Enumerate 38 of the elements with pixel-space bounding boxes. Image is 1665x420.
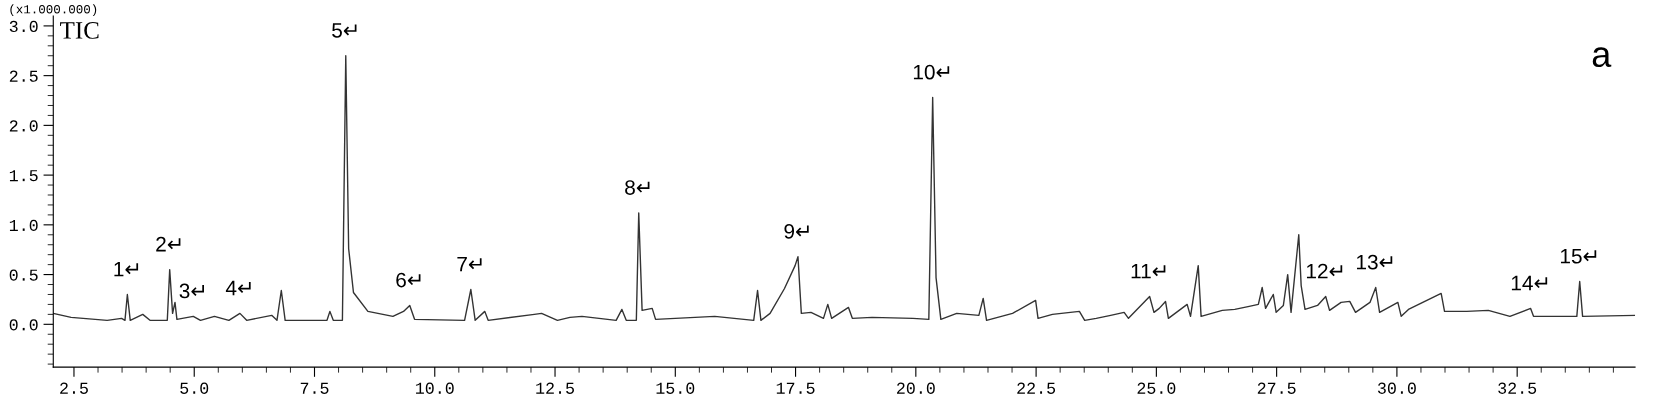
annotation: TIC [60, 22, 99, 39]
x-tick-label: 10.0 [415, 382, 454, 394]
y-tick-label: 1.5 [9, 170, 38, 182]
annotation: 8↵ [625, 180, 650, 195]
x-tick-label: 27.5 [1257, 382, 1296, 394]
annotation: 15↵ [1560, 248, 1597, 264]
annotation: 6↵ [396, 272, 421, 288]
annotation: 2↵ [156, 236, 181, 252]
annotation: 13↵ [1357, 254, 1393, 270]
annotation: 1↵ [114, 261, 139, 277]
y-tick-label: 2.5 [9, 70, 38, 82]
annotation: 3↵ [179, 283, 204, 299]
x-tick-label: 15.0 [656, 382, 695, 394]
y-tick-label: 2.0 [9, 120, 38, 132]
x-tick-label: 17.5 [776, 382, 815, 394]
annotation: 10↵ [913, 64, 950, 80]
y-axis-title: (x1.000.000) [10, 4, 97, 16]
annotation: 11↵ [1131, 263, 1166, 279]
annotation: 7↵ [457, 256, 482, 272]
annotation: 9↵ [784, 223, 809, 239]
y-tick-label: 3.0 [9, 20, 38, 33]
x-tick-label: 5.0 [180, 382, 209, 394]
x-tick-label: 12.5 [536, 382, 574, 394]
x-tick-label: 7.5 [300, 382, 329, 394]
y-tick-label: 1.0 [9, 219, 38, 232]
annotation: 4↵ [225, 280, 251, 296]
y-tick-label: 0.5 [9, 269, 38, 281]
x-tick-label: 20.0 [897, 382, 935, 394]
annotation: 14↵ [1511, 275, 1548, 291]
x-tick-label: 25.0 [1137, 382, 1176, 394]
x-tick-label: 32.5 [1498, 382, 1537, 394]
annotation: a [1592, 47, 1612, 68]
x-tick-label: 30.0 [1377, 382, 1416, 394]
x-tick-label: 2.5 [60, 382, 88, 394]
x-tick-label: 22.5 [1017, 382, 1056, 394]
annotation: 5↵ [332, 23, 357, 38]
y-tick-label: 0.0 [9, 319, 38, 331]
annotation: 12↵ [1306, 263, 1343, 279]
